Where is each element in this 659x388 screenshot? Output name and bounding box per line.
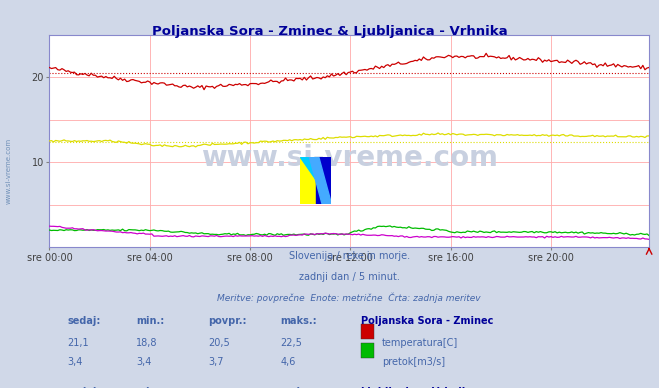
Bar (361, 343, 374, 358)
Text: min.:: min.: (136, 387, 165, 388)
Text: 4,6: 4,6 (280, 357, 296, 367)
Text: Meritve: povprečne  Enote: metrične  Črta: zadnja meritev: Meritve: povprečne Enote: metrične Črta:… (217, 293, 481, 303)
Polygon shape (309, 157, 331, 204)
Text: 22,5: 22,5 (280, 338, 302, 348)
Bar (361, 324, 374, 339)
Text: maks.:: maks.: (280, 316, 317, 326)
Text: 3,7: 3,7 (208, 357, 224, 367)
Text: 18,8: 18,8 (136, 338, 158, 348)
Text: sedaj:: sedaj: (67, 387, 101, 388)
Bar (300, 157, 316, 204)
Text: povpr.:: povpr.: (208, 316, 247, 326)
Text: temperatura[C]: temperatura[C] (382, 338, 458, 348)
Text: Poljanska Sora - Zminec: Poljanska Sora - Zminec (361, 316, 494, 326)
Text: povpr.:: povpr.: (208, 387, 247, 388)
Text: Ljubljanica - Vrhnika: Ljubljanica - Vrhnika (361, 387, 475, 388)
Text: maks.:: maks.: (280, 387, 317, 388)
Text: 3,4: 3,4 (136, 357, 152, 367)
Text: www.si-vreme.com: www.si-vreme.com (5, 138, 12, 204)
Text: 20,5: 20,5 (208, 338, 230, 348)
Bar (316, 157, 331, 204)
Text: 3,4: 3,4 (67, 357, 83, 367)
Text: sedaj:: sedaj: (67, 316, 101, 326)
Text: www.si-vreme.com: www.si-vreme.com (201, 144, 498, 172)
Text: 21,1: 21,1 (67, 338, 89, 348)
Polygon shape (300, 157, 316, 180)
Text: pretok[m3/s]: pretok[m3/s] (382, 357, 445, 367)
Text: Poljanska Sora - Zminec & Ljubljanica - Vrhnika: Poljanska Sora - Zminec & Ljubljanica - … (152, 25, 507, 38)
Text: min.:: min.: (136, 316, 165, 326)
Text: zadnji dan / 5 minut.: zadnji dan / 5 minut. (299, 272, 400, 282)
Text: Slovenija / reke in morje.: Slovenija / reke in morje. (289, 251, 410, 261)
